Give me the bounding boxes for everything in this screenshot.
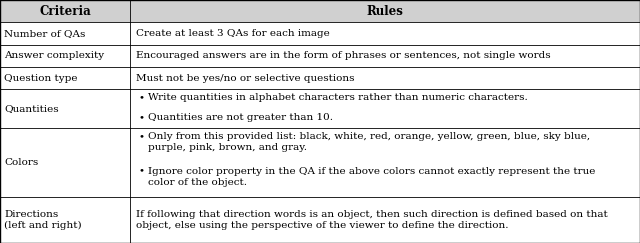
Text: Ignore color property in the QA if the above colors cannot exactly represent the: Ignore color property in the QA if the a… (148, 167, 595, 187)
Text: Must not be yes/no or selective questions: Must not be yes/no or selective question… (136, 74, 355, 83)
Text: •: • (138, 94, 144, 103)
Text: Create at least 3 QAs for each image: Create at least 3 QAs for each image (136, 29, 330, 38)
Text: Directions
(left and right): Directions (left and right) (4, 210, 82, 230)
Text: Rules: Rules (367, 5, 403, 18)
Text: Encouraged answers are in the form of phrases or sentences, not single words: Encouraged answers are in the form of ph… (136, 52, 550, 61)
Text: Only from this provided list: black, white, red, orange, yellow, green, blue, sk: Only from this provided list: black, whi… (148, 132, 590, 152)
Text: Question type: Question type (4, 74, 77, 83)
Bar (0, 0, 640, 22)
Text: Quantities are not greater than 10.: Quantities are not greater than 10. (148, 113, 333, 122)
Text: Number of QAs: Number of QAs (4, 29, 85, 38)
Text: If following that direction words is an object, then such direction is defined b: If following that direction words is an … (136, 210, 608, 230)
Text: Answer complexity: Answer complexity (4, 52, 104, 61)
Text: Quantities: Quantities (4, 104, 59, 113)
Text: Colors: Colors (4, 158, 38, 167)
Text: Write quantities in alphabet characters rather than numeric characters.: Write quantities in alphabet characters … (148, 94, 528, 103)
Text: •: • (138, 132, 144, 141)
Text: •: • (138, 113, 144, 122)
Text: Criteria: Criteria (39, 5, 91, 18)
Text: •: • (138, 167, 144, 176)
